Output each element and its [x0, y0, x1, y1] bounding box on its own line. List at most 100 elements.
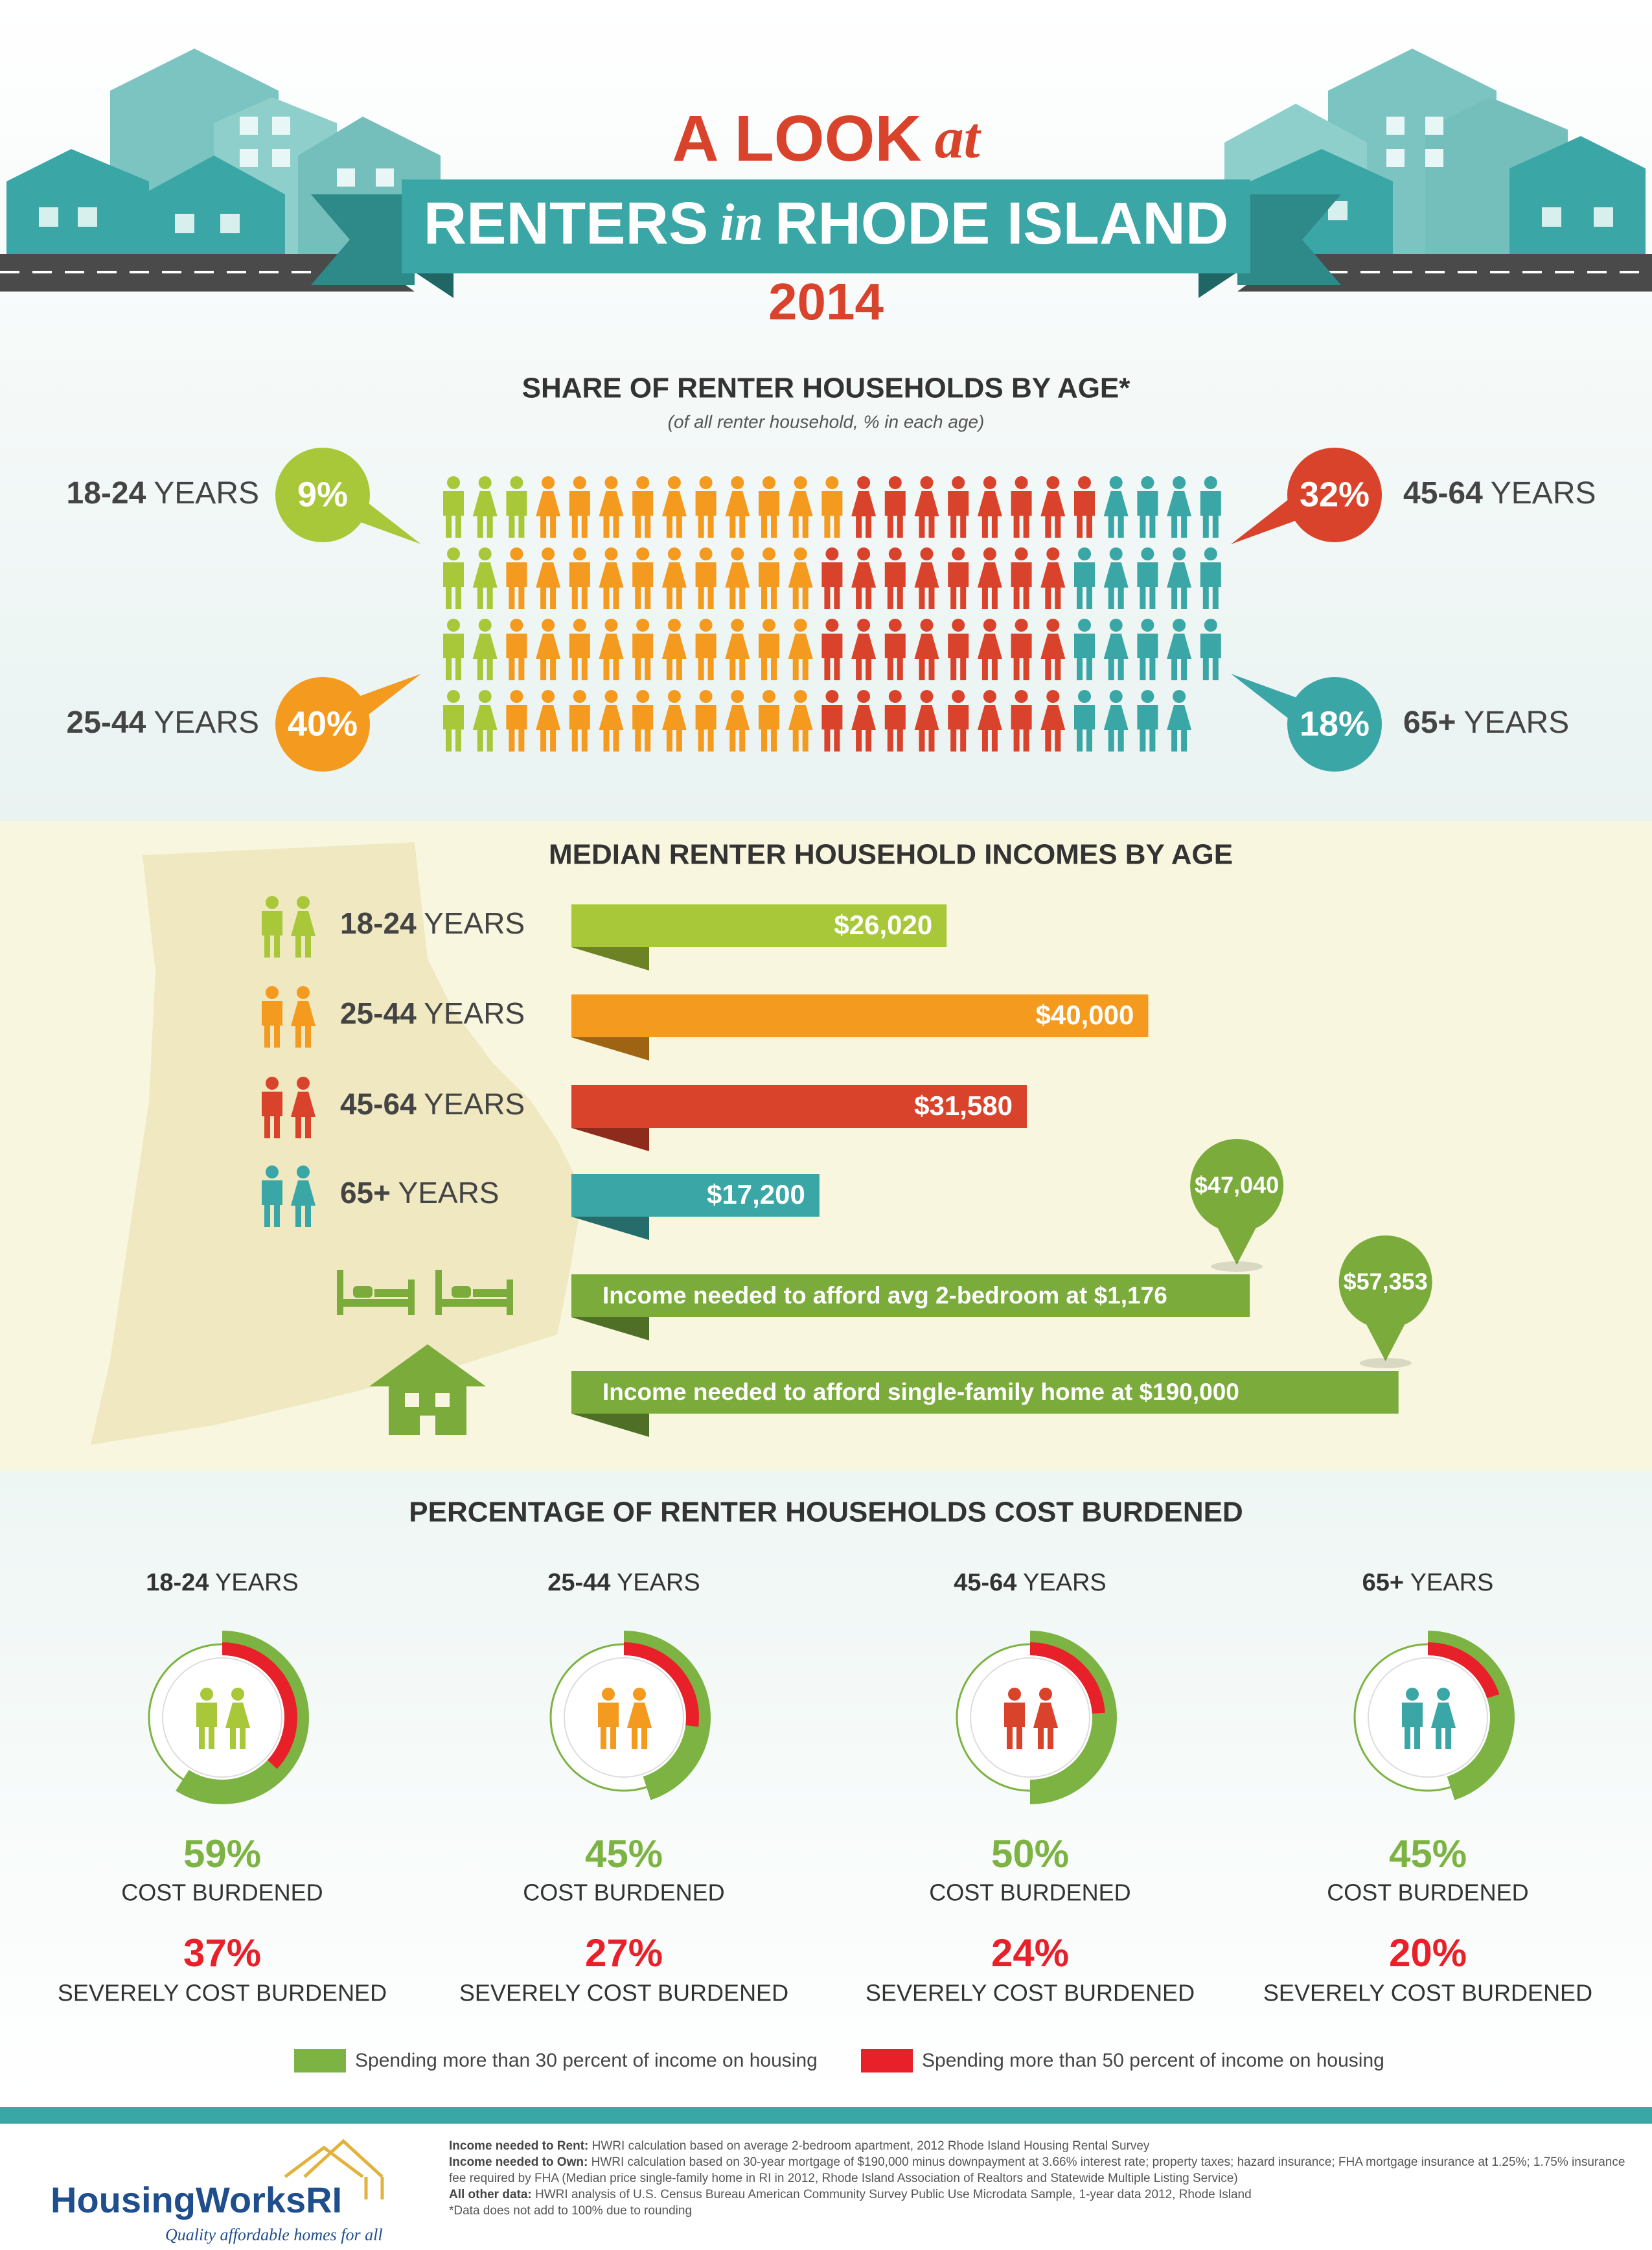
- person-icon: [1137, 476, 1158, 538]
- note-text: HWRI calculation based on 30-year mortga…: [449, 2155, 1625, 2185]
- person-icon: [759, 547, 779, 609]
- bar-fold: [571, 1128, 649, 1151]
- person-icon: [948, 690, 969, 752]
- person-icon: [1167, 619, 1192, 680]
- age-unit: YEARS: [1463, 706, 1569, 740]
- age-unit: YEARS: [424, 906, 525, 940]
- person-icon: [914, 619, 939, 680]
- person-icon: [1103, 547, 1129, 609]
- person-icon: [225, 1688, 250, 1749]
- note-text: HWRI analysis of U.S. Census Bureau Amer…: [535, 2188, 1252, 2201]
- share-label: 32%: [1300, 475, 1370, 514]
- title-small: in: [720, 194, 763, 251]
- divider: [0, 2107, 1652, 2124]
- donut-inner: [564, 1657, 684, 1778]
- bubble-tail: [1231, 674, 1302, 719]
- income-bar: [571, 1371, 1399, 1414]
- person-icon: [725, 619, 750, 680]
- person-icon: [851, 690, 877, 752]
- severe-value: 20%: [1389, 1931, 1467, 1975]
- cost-caption: COST BURDENED: [523, 1879, 724, 1906]
- pin-shadow: [1211, 1261, 1263, 1272]
- share-label: 40%: [288, 704, 358, 743]
- bar-fold-shade: [571, 1317, 649, 1340]
- age-range: 45-64: [954, 1569, 1016, 1596]
- person-icon: [884, 476, 906, 538]
- age-label: 25-44 YEARS: [67, 706, 260, 740]
- person-icon: [1040, 619, 1066, 680]
- person-icon: [788, 690, 813, 752]
- ribbon: [311, 179, 1341, 298]
- person-icon: [1004, 1688, 1025, 1749]
- severe-caption: SEVERELY COST BURDENED: [866, 1980, 1195, 2006]
- person-icon: [632, 619, 654, 680]
- age-range: 25-44: [340, 996, 417, 1030]
- person-icon: [1200, 476, 1221, 538]
- person-icon: [1074, 619, 1095, 680]
- person-icon: [821, 547, 843, 609]
- section-title: PERCENTAGE OF RENTER HOUSEHOLDS COST BUR…: [409, 1497, 1243, 1528]
- person-icon: [262, 1077, 282, 1138]
- person-icon: [661, 547, 687, 609]
- bar-fold: [571, 1037, 649, 1061]
- person-icon: [1167, 690, 1192, 752]
- severe-value: 27%: [585, 1931, 663, 1975]
- title-small: at: [935, 106, 982, 170]
- age-label: 18-24 YEARS: [340, 906, 525, 940]
- severe-arc: [624, 1642, 699, 1727]
- person-icon: [884, 619, 906, 680]
- logo-roofs: [284, 2139, 384, 2199]
- person-icon: [977, 690, 1002, 752]
- severe-caption: SEVERELY COST BURDENED: [58, 1980, 387, 2006]
- age-unit: YEARS: [398, 1176, 499, 1210]
- person-icon: [788, 619, 813, 680]
- bar-fold-shade: [571, 947, 649, 970]
- person-icon: [536, 547, 561, 609]
- year: 2014: [768, 273, 884, 330]
- person-icon: [443, 690, 464, 752]
- person-icon: [569, 547, 590, 609]
- person-icon: [291, 896, 315, 958]
- bar-fold-shade: [571, 1037, 649, 1061]
- age-range: 25-44: [67, 706, 146, 740]
- age-label: 45-64 YEARS: [954, 1569, 1107, 1596]
- person-icon: [472, 476, 498, 538]
- person-icon: [977, 547, 1002, 609]
- person-icon: [759, 476, 779, 538]
- person-icon: [1103, 619, 1129, 680]
- person-icon: [821, 476, 843, 538]
- person-icon: [506, 476, 527, 538]
- person-icon: [536, 476, 561, 538]
- person-icon: [472, 619, 498, 680]
- person-icon: [948, 619, 969, 680]
- age-range: 18-24: [340, 906, 417, 940]
- donut-inner: [970, 1657, 1090, 1778]
- legend-label: Spending more than 50 percent of income …: [922, 2050, 1384, 2071]
- person-icon: [1137, 547, 1158, 609]
- cost-value: 59%: [183, 1832, 261, 1876]
- person-icon: [291, 1165, 315, 1227]
- income-bar: [571, 994, 1149, 1037]
- person-icon: [1431, 1688, 1456, 1749]
- person-icon: [599, 476, 624, 538]
- person-icon: [598, 1688, 619, 1749]
- section-title: SHARE OF RENTER HOUSEHOLDS BY AGE*: [522, 373, 1131, 404]
- legend-label: Spending more than 30 percent of income …: [355, 2050, 818, 2071]
- age-label: 45-64 YEARS: [340, 1087, 525, 1121]
- severe-arc: [222, 1642, 298, 1769]
- title-text: A LOOK: [672, 102, 921, 175]
- person-icon: [262, 1165, 282, 1227]
- bed-icons: [337, 1270, 513, 1315]
- cost-value: 45%: [585, 1832, 663, 1876]
- income-label: $40,000: [1036, 1000, 1134, 1030]
- bubble-tail: [1231, 499, 1302, 544]
- person-icon: [1011, 476, 1032, 538]
- age-unit: YEARS: [1491, 476, 1596, 511]
- pin-tail: [1214, 1221, 1260, 1265]
- cost-value: 45%: [1389, 1832, 1467, 1876]
- bar-fold: [571, 1317, 649, 1340]
- road: [0, 254, 1652, 292]
- person-icon: [1167, 547, 1192, 609]
- person-icon: [788, 547, 813, 609]
